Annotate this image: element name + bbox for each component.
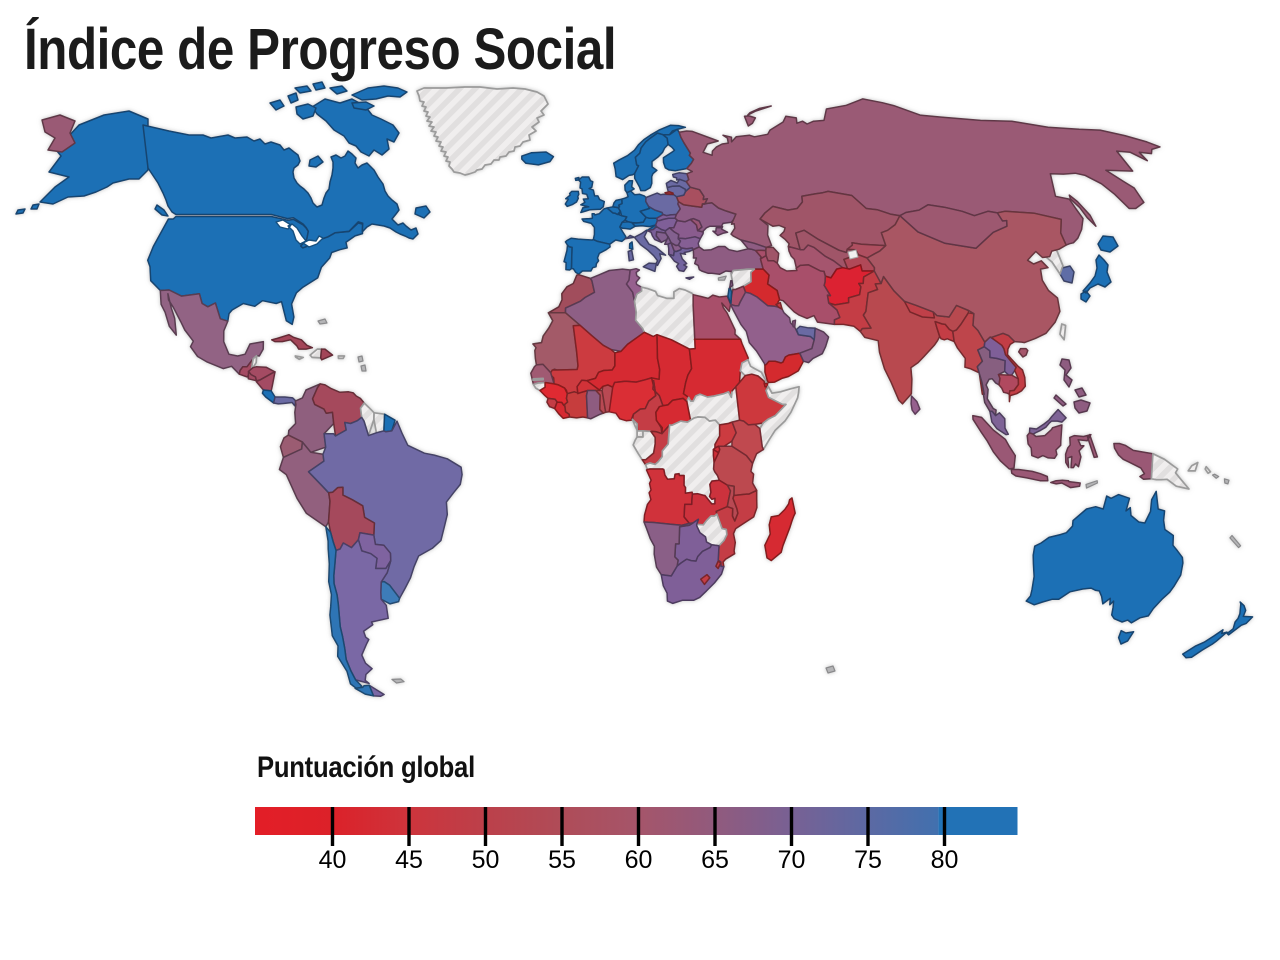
svg-text:55: 55 bbox=[548, 846, 576, 874]
svg-text:40: 40 bbox=[319, 846, 347, 874]
svg-text:75: 75 bbox=[854, 846, 882, 874]
svg-text:70: 70 bbox=[778, 846, 806, 874]
svg-text:45: 45 bbox=[395, 846, 423, 874]
svg-text:60: 60 bbox=[625, 846, 653, 874]
svg-text:50: 50 bbox=[472, 846, 500, 874]
svg-text:65: 65 bbox=[701, 846, 729, 874]
svg-text:80: 80 bbox=[931, 846, 959, 874]
